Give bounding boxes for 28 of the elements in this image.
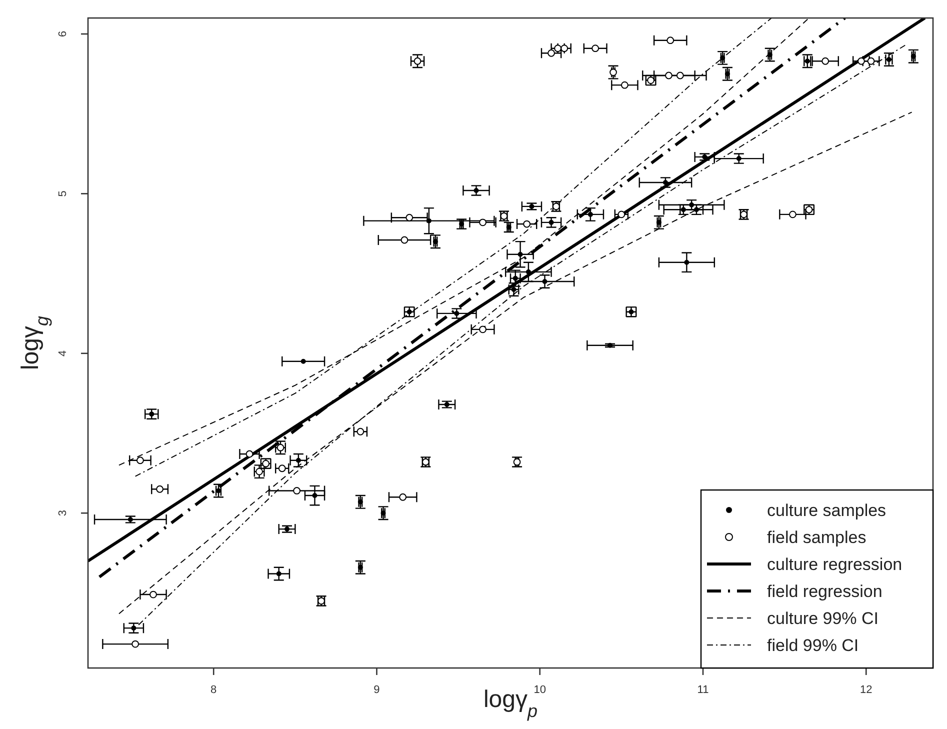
legend-label: culture 99% CI — [767, 609, 878, 628]
x-tick-label: 12 — [860, 684, 872, 696]
point — [908, 49, 920, 64]
point — [354, 560, 366, 574]
y-tick-label: 6 — [57, 30, 69, 38]
legend-label: field regression — [767, 582, 882, 601]
y-tick-label: 3 — [57, 510, 69, 516]
legend-label: field samples — [767, 528, 866, 547]
point — [716, 50, 728, 65]
point — [378, 506, 389, 520]
legend-label: culture regression — [767, 555, 902, 574]
legend-label: culture samples — [767, 501, 886, 520]
y-tick-label: 5 — [57, 190, 69, 197]
point — [503, 222, 514, 233]
point — [430, 234, 442, 249]
point — [608, 65, 619, 80]
point — [722, 66, 734, 81]
x-tick-label: 11 — [697, 684, 709, 696]
point — [354, 494, 366, 509]
x-tick-label: 8 — [210, 684, 217, 696]
point — [212, 484, 224, 498]
x-tick-label: 9 — [374, 684, 380, 696]
point — [456, 218, 468, 230]
legend-label: field 99% CI — [767, 636, 859, 655]
point — [653, 215, 665, 230]
point — [764, 48, 776, 62]
x-tick-label: 10 — [534, 684, 546, 696]
y-tick-label: 4 — [57, 350, 69, 356]
